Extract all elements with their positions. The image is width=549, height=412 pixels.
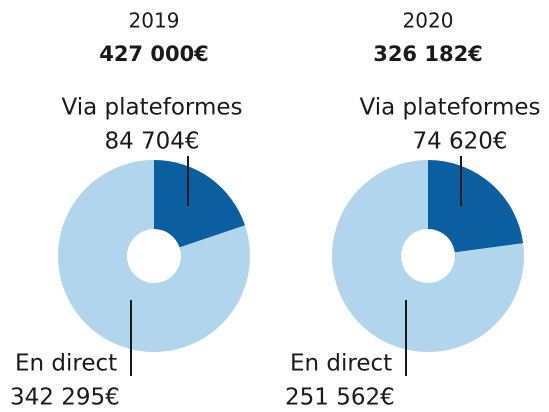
pie-slice [58,160,251,353]
pie-slice [332,160,524,352]
pie-slice [428,160,524,253]
chart-subtitle: 427 000€ [99,42,209,66]
slice-value-label: 251 562€ [285,385,395,411]
chart-title: 2019 [129,9,180,33]
slice-label: En direct [290,351,392,377]
chart-subtitle: 326 182€ [373,42,483,66]
pie-slice [154,160,245,248]
slice-label: Via plateformes [359,95,540,121]
slice-value-label: 74 620€ [412,129,507,155]
slice-label: Via plateformes [61,95,242,121]
slice-value-label: 84 704€ [104,129,199,155]
slice-label: En direct [15,351,117,377]
slice-value-label: 342 295€ [10,385,120,411]
chart-title: 2020 [403,9,454,33]
